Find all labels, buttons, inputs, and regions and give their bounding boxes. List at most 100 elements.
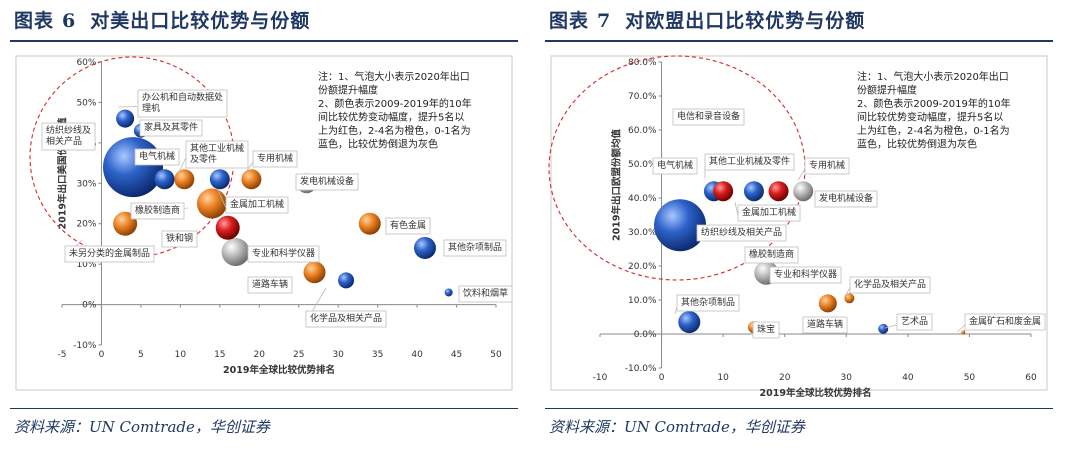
bubble <box>818 294 837 313</box>
bubble <box>303 261 326 284</box>
label-leader-line <box>797 168 806 181</box>
figure-6-title-text: 对美出口比较优势与份额 <box>90 10 311 32</box>
label-leader-line <box>956 324 966 333</box>
x-tick-label: -5 <box>58 350 67 360</box>
label-box <box>130 202 185 220</box>
chart-note-line: 蓝色，比较优势倒退为灰色 <box>857 138 977 151</box>
x-tick-label: 10 <box>175 350 187 360</box>
label-box <box>252 150 298 168</box>
bubble <box>174 169 195 190</box>
label-box <box>704 153 795 171</box>
y-tick-label: 20% <box>76 220 96 230</box>
y-tick-label: 0% <box>82 301 97 311</box>
label-box <box>139 119 203 137</box>
x-tick-label: 40 <box>902 373 914 383</box>
figure-6-source: 资料来源：UN Comtrade，华创证券 <box>14 418 270 436</box>
chart-note-line: 间比较优势变动幅度，提升5名以 <box>318 111 464 124</box>
bubble <box>713 181 734 202</box>
bubble-label: 化学品及相关产品 <box>310 312 382 324</box>
chart-us-export-advantage: -10%0%10%20%30%40%50%60%-505101520253035… <box>15 55 513 391</box>
figure-6-top-rule <box>10 40 518 42</box>
bubble <box>154 169 175 190</box>
x-tick-label: 20 <box>779 373 791 383</box>
label-box <box>41 122 96 151</box>
x-tick-label: 0 <box>659 373 665 383</box>
bubble <box>793 181 814 202</box>
label-box <box>137 89 228 118</box>
x-tick-label: 50 <box>490 350 502 360</box>
y-tick-label: 30% <box>76 179 96 189</box>
label-box <box>737 204 801 222</box>
label-box <box>672 108 745 126</box>
bubble-label: 艺术品 <box>901 315 928 327</box>
label-box <box>814 190 878 208</box>
figure-7-top-rule <box>545 40 1053 42</box>
bubble-label: 电气机械 <box>139 150 175 162</box>
y-tick-label: 50% <box>76 98 96 108</box>
bubble-label: 专业和科学仪器 <box>774 268 837 280</box>
label-box <box>185 140 249 169</box>
x-tick-label: 15 <box>214 350 225 360</box>
figure-7-title: 图表 7 对欧盟出口比较优势与份额 <box>549 6 865 33</box>
x-tick-label: 10 <box>717 373 729 383</box>
label-box <box>225 196 289 214</box>
x-tick-label: 60 <box>1025 373 1037 383</box>
x-tick-label: 50 <box>964 373 976 383</box>
bubble-label: 电信和录音设备 <box>677 110 740 122</box>
bubble <box>215 215 240 240</box>
bubble-label: 其他工业机械 <box>190 142 244 154</box>
y-axis-title: 2019年出口欧盟份额均值 <box>611 129 623 241</box>
figure-6-title-prefix: 图表 <box>14 10 55 32</box>
bubble-label: 理机 <box>142 102 160 114</box>
figure-7-title-number: 7 <box>597 10 612 32</box>
label-leader-line <box>734 201 739 217</box>
x-axis-title: 2019年全球比较优势排名 <box>223 364 335 376</box>
bubble <box>413 236 436 259</box>
chart-note-line: 份额提升幅度 <box>318 84 378 97</box>
bubble <box>961 330 966 335</box>
bubble <box>221 238 250 267</box>
y-tick-label: -10% <box>73 341 97 351</box>
label-box <box>247 245 320 263</box>
bubble-label: 电气机械 <box>657 159 693 171</box>
label-box <box>161 230 198 248</box>
chart-eu-export-advantage: -10.0% 0.0% 10.0% 20.0% 30.0% 40.0% 50.0% 60.0%… <box>548 55 1048 399</box>
label-leader-line <box>884 324 898 329</box>
bubble-label: 纺织纱线及相关产品 <box>701 226 782 238</box>
bubble <box>241 169 262 190</box>
bubble-label: 办公机和自动数据处 <box>142 91 223 103</box>
bubble-label: 其他工业机械及零件 <box>709 155 790 167</box>
y-tick-label: 20.0% <box>628 262 657 272</box>
y-tick-label: -10.0% <box>625 364 657 374</box>
bubble-label: 发电机械设备 <box>300 175 354 187</box>
bubble <box>338 272 355 289</box>
figure-7-bottom-rule <box>545 408 1053 409</box>
bubble-label: 其他杂项制品 <box>681 296 735 308</box>
chart-note-line: 注：1、气泡大小表示2020年出口 <box>857 70 1009 83</box>
bubble-label: 道路车辆 <box>807 318 843 330</box>
label-box <box>247 276 293 294</box>
bubble <box>103 137 164 198</box>
bubble <box>654 199 707 252</box>
bubble <box>196 188 227 219</box>
figure-6-title: 图表 6 对美出口比较优势与份额 <box>14 6 310 33</box>
bubble-label: 及零件 <box>190 153 217 165</box>
bubble <box>768 181 789 202</box>
x-tick-label: 0 <box>99 350 105 360</box>
bubble-label: 专用机械 <box>809 159 845 171</box>
figure-7-title-text: 对欧盟出口比较优势与份额 <box>625 10 866 32</box>
bubble <box>844 293 855 304</box>
x-tick-label: 30 <box>332 350 344 360</box>
x-tick-label: 35 <box>372 350 383 360</box>
bubble-label: 有色金属 <box>390 219 426 231</box>
label-leader-line <box>217 189 227 209</box>
label-box <box>804 157 850 175</box>
label-box <box>385 217 431 235</box>
bubble <box>358 212 381 235</box>
label-box <box>802 316 848 334</box>
bubble-label: 道路车辆 <box>252 278 288 290</box>
x-tick-label: 25 <box>293 350 304 360</box>
y-tick-label: 10.0% <box>628 296 657 306</box>
bubble-label: 专业和科学仪器 <box>252 247 315 259</box>
bubble-label: 专用机械 <box>257 152 293 164</box>
